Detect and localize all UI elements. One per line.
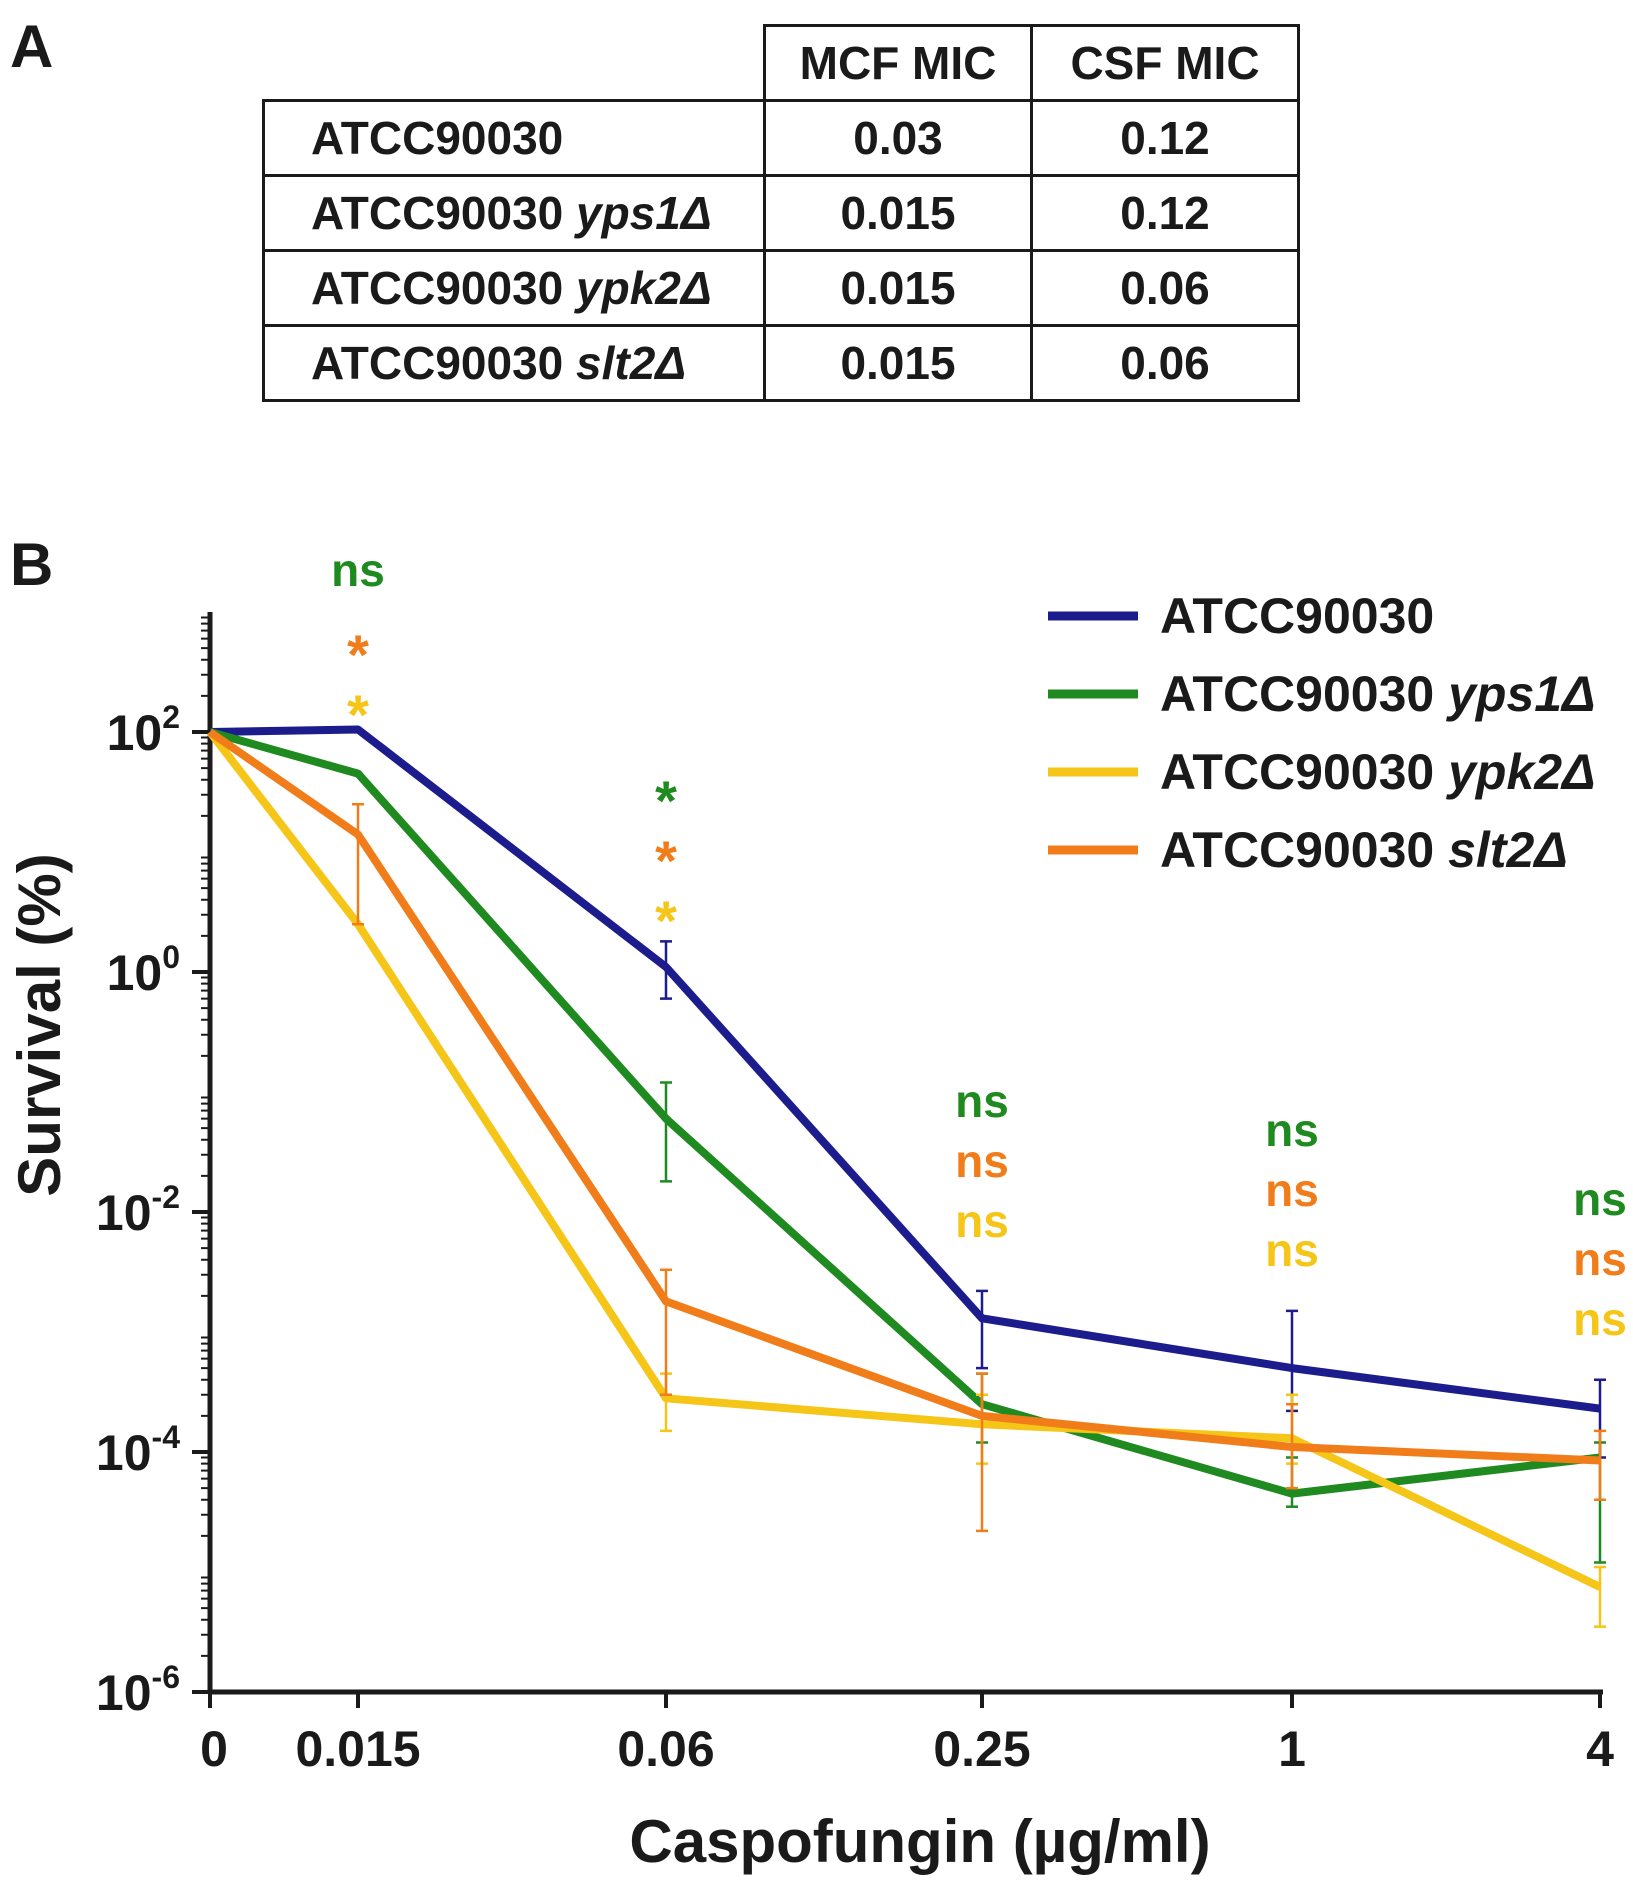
series-3 bbox=[207, 728, 1606, 1533]
csf-mic-value: 0.06 bbox=[1030, 249, 1300, 327]
y-tick-label: 10-4 bbox=[96, 1419, 180, 1481]
significance-label: ns bbox=[331, 544, 385, 596]
x-tick-label: 1 bbox=[1278, 1721, 1306, 1777]
significance-label: ns bbox=[1265, 1104, 1319, 1156]
legend-label: ATCC90030 yps1Δ bbox=[1160, 666, 1596, 722]
y-axis-label: Survival (%) bbox=[6, 853, 73, 1196]
mic-table: MCF MIC CSF MIC ATCC90030 0.03 0.12 ATCC… bbox=[262, 24, 1300, 402]
significance-label: ns bbox=[1265, 1224, 1319, 1276]
mcf-mic-value: 0.015 bbox=[763, 174, 1033, 252]
x-tick-label: 4 bbox=[1586, 1721, 1614, 1777]
strain-mutation: yps1Δ bbox=[576, 187, 712, 239]
csf-mic-value: 0.12 bbox=[1030, 99, 1300, 177]
mic-table-header-row: MCF MIC CSF MIC bbox=[263, 24, 1300, 102]
legend: ATCC90030 ATCC90030 yps1Δ ATCC90030 ypk2Δ A… bbox=[1048, 588, 1596, 878]
strain-cell: ATCC90030 yps1Δ bbox=[262, 174, 766, 252]
x-tick-label: 0.25 bbox=[933, 1721, 1030, 1777]
significance-label: ns bbox=[1573, 1233, 1627, 1285]
legend-label: ATCC90030 bbox=[1160, 588, 1434, 644]
table-row: ATCC90030 0.03 0.12 bbox=[262, 99, 1300, 177]
legend-label: ATCC90030 ypk2Δ bbox=[1160, 744, 1596, 800]
x-axis-label: Caspofungin (µg/ml) bbox=[629, 1808, 1210, 1875]
csf-mic-value: 0.12 bbox=[1030, 174, 1300, 252]
significance-label: * bbox=[347, 683, 369, 746]
series-line bbox=[206, 729, 1602, 1591]
y-tick-label: 10-6 bbox=[96, 1659, 180, 1721]
strain-cell: ATCC90030 bbox=[262, 99, 766, 177]
significance-label: ns bbox=[1573, 1293, 1627, 1345]
csf-mic-value: 0.06 bbox=[1030, 324, 1300, 402]
significance-label: ns bbox=[955, 1075, 1009, 1127]
significance-label: * bbox=[655, 769, 677, 832]
x-tick-label: 0 bbox=[200, 1721, 228, 1777]
table-row: ATCC90030 yps1Δ 0.015 0.12 bbox=[262, 174, 1300, 252]
series-line bbox=[208, 728, 1601, 1498]
significance-label: ns bbox=[1265, 1164, 1319, 1216]
series-line bbox=[207, 728, 1601, 1465]
mcf-mic-value: 0.015 bbox=[763, 249, 1033, 327]
strain-cell: ATCC90030 slt2Δ bbox=[262, 324, 766, 402]
strain-mutation: ypk2Δ bbox=[576, 262, 712, 314]
significance-label: ns bbox=[955, 1195, 1009, 1247]
significance-label: * bbox=[655, 829, 677, 892]
panel-a-label: A bbox=[10, 13, 54, 80]
series-0 bbox=[209, 725, 1606, 1459]
significance-label: ns bbox=[1573, 1173, 1627, 1225]
y-tick-label: 102 bbox=[107, 699, 180, 761]
table-row: ATCC90030 ypk2Δ 0.015 0.06 bbox=[262, 249, 1300, 327]
significance-label: * bbox=[655, 889, 677, 952]
axes bbox=[207, 612, 1603, 1695]
strain-name: ATCC90030 bbox=[311, 262, 564, 314]
significance-label: ns bbox=[955, 1135, 1009, 1187]
panel-b-label: B bbox=[10, 531, 54, 598]
x-tick-label: 0.015 bbox=[295, 1721, 420, 1777]
strain-cell: ATCC90030 ypk2Δ bbox=[262, 249, 766, 327]
series-line bbox=[209, 725, 1601, 1413]
strain-name: ATCC90030 bbox=[311, 187, 564, 239]
strain-mutation: slt2Δ bbox=[576, 337, 687, 389]
series-layer bbox=[206, 725, 1606, 1628]
mcf-mic-value: 0.015 bbox=[763, 324, 1033, 402]
mic-table-corner bbox=[263, 25, 766, 102]
table-row: ATCC90030 slt2Δ 0.015 0.06 bbox=[262, 324, 1300, 402]
strain-name: ATCC90030 bbox=[311, 112, 564, 164]
y-tick-label: 100 bbox=[107, 939, 180, 1001]
mcf-mic-header: MCF MIC bbox=[763, 24, 1033, 102]
x-tick-label: 0.06 bbox=[617, 1721, 714, 1777]
significance-label: * bbox=[347, 623, 369, 686]
tick-marks: 102 100 10-2 10-4 10-6 0 0.015 0.06 0.25 1 4 bbox=[96, 616, 1614, 1777]
csf-mic-header: CSF MIC bbox=[1030, 24, 1300, 102]
strain-name: ATCC90030 bbox=[311, 337, 564, 389]
mcf-mic-value: 0.03 bbox=[763, 99, 1033, 177]
legend-label: ATCC90030 slt2Δ bbox=[1160, 822, 1568, 878]
y-tick-label: 10-2 bbox=[96, 1179, 180, 1241]
